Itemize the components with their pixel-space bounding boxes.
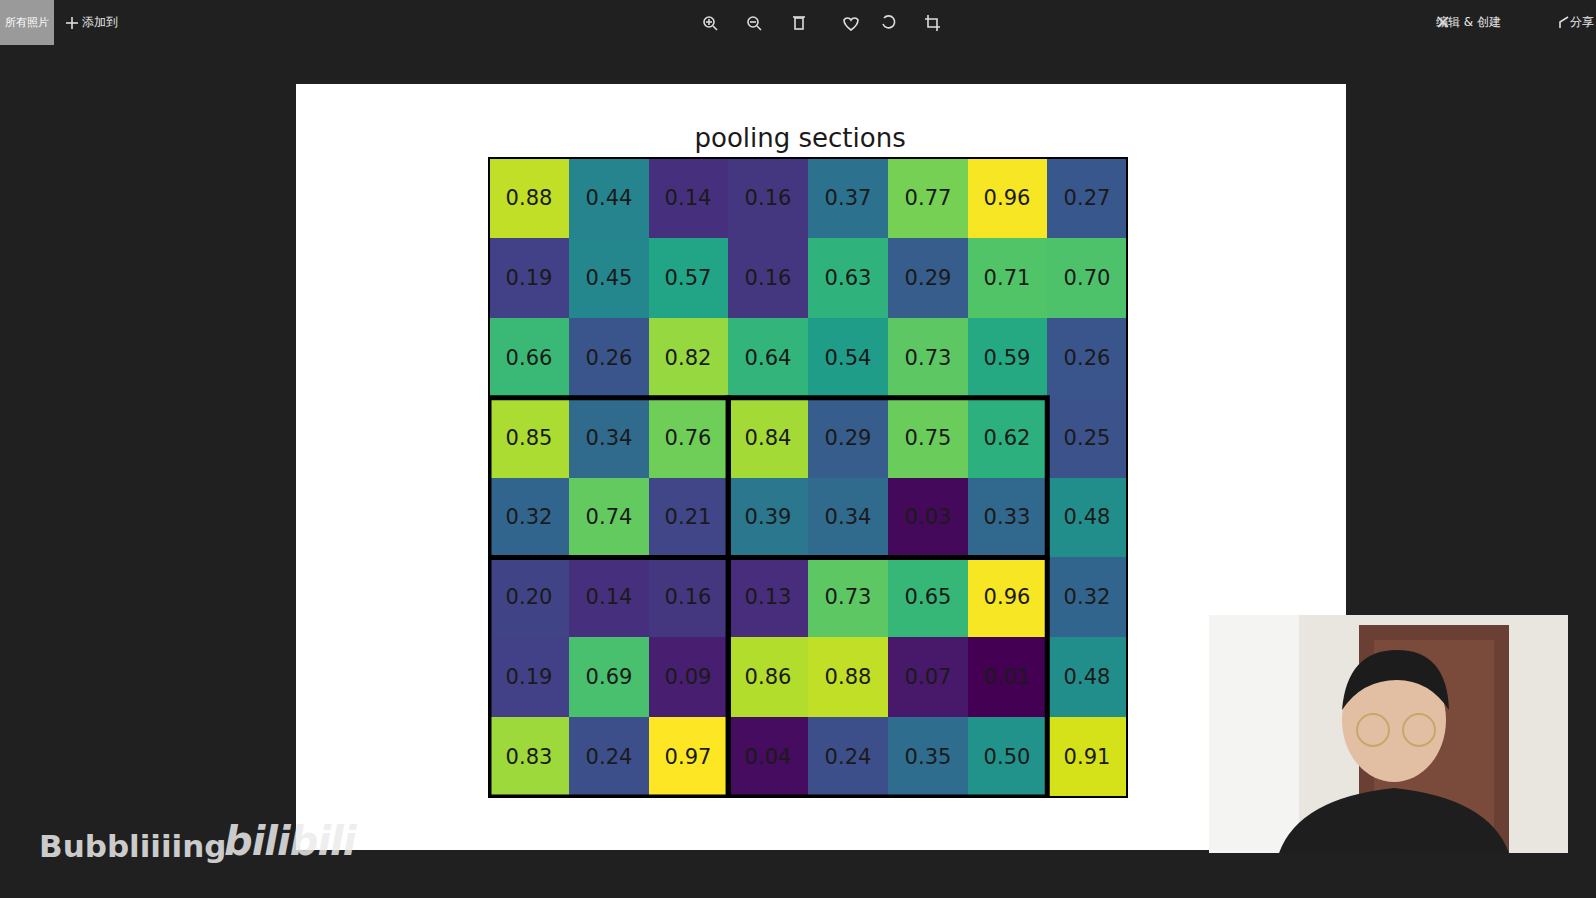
html-text:添加到: 添加到 bbox=[82, 15, 118, 29]
svg-text:0.85: 0.85 bbox=[506, 426, 553, 450]
svg-text:0.09: 0.09 bbox=[665, 665, 712, 689]
svg-text:0.54: 0.54 bbox=[825, 346, 872, 370]
svg-text:0.14: 0.14 bbox=[665, 186, 712, 210]
html-text:bilibili: bilibili bbox=[224, 818, 356, 864]
svg-text:0.73: 0.73 bbox=[825, 585, 872, 609]
svg-text:0.37: 0.37 bbox=[825, 186, 872, 210]
svg-text:0.34: 0.34 bbox=[586, 426, 633, 450]
svg-text:0.24: 0.24 bbox=[825, 745, 872, 769]
svg-text:0.01: 0.01 bbox=[984, 665, 1031, 689]
svg-text:0.63: 0.63 bbox=[825, 266, 872, 290]
html-text:编辑 & 创建: 编辑 & 创建 bbox=[1436, 15, 1501, 29]
svg-text:0.65: 0.65 bbox=[905, 585, 952, 609]
svg-text:0.29: 0.29 bbox=[825, 426, 872, 450]
svg-text:0.14: 0.14 bbox=[586, 585, 633, 609]
svg-text:0.04: 0.04 bbox=[745, 745, 792, 769]
svg-text:0.97: 0.97 bbox=[665, 745, 712, 769]
svg-text:0.16: 0.16 bbox=[745, 186, 792, 210]
svg-text:0.32: 0.32 bbox=[506, 505, 553, 529]
svg-text:0.50: 0.50 bbox=[984, 745, 1031, 769]
svg-text:0.96: 0.96 bbox=[984, 585, 1031, 609]
svg-text:0.62: 0.62 bbox=[984, 426, 1031, 450]
svg-text:0.26: 0.26 bbox=[586, 346, 633, 370]
svg-text:0.48: 0.48 bbox=[1064, 505, 1111, 529]
svg-text:0.74: 0.74 bbox=[586, 505, 633, 529]
svg-text:0.69: 0.69 bbox=[586, 665, 633, 689]
svg-text:0.59: 0.59 bbox=[984, 346, 1031, 370]
svg-text:0.66: 0.66 bbox=[506, 346, 553, 370]
svg-text:0.26: 0.26 bbox=[1064, 346, 1111, 370]
html-text:分享: 分享 bbox=[1570, 15, 1594, 29]
svg-text:0.48: 0.48 bbox=[1064, 665, 1111, 689]
svg-text:0.03: 0.03 bbox=[905, 505, 952, 529]
svg-text:pooling sections: pooling sections bbox=[694, 123, 905, 153]
svg-text:0.35: 0.35 bbox=[905, 745, 952, 769]
svg-text:0.25: 0.25 bbox=[1064, 426, 1111, 450]
svg-text:0.16: 0.16 bbox=[665, 585, 712, 609]
svg-text:0.32: 0.32 bbox=[1064, 585, 1111, 609]
svg-text:0.96: 0.96 bbox=[984, 186, 1031, 210]
svg-text:0.45: 0.45 bbox=[586, 266, 633, 290]
svg-text:0.82: 0.82 bbox=[665, 346, 712, 370]
svg-text:0.86: 0.86 bbox=[745, 665, 792, 689]
svg-text:0.16: 0.16 bbox=[745, 266, 792, 290]
svg-text:0.64: 0.64 bbox=[745, 346, 792, 370]
svg-text:0.83: 0.83 bbox=[506, 745, 553, 769]
svg-text:0.88: 0.88 bbox=[506, 186, 553, 210]
html-text:所有照片: 所有照片 bbox=[5, 16, 49, 29]
svg-text:0.29: 0.29 bbox=[905, 266, 952, 290]
svg-text:0.27: 0.27 bbox=[1064, 186, 1111, 210]
svg-text:0.70: 0.70 bbox=[1064, 266, 1111, 290]
svg-text:0.33: 0.33 bbox=[984, 505, 1031, 529]
svg-text:0.73: 0.73 bbox=[905, 346, 952, 370]
svg-text:0.57: 0.57 bbox=[665, 266, 712, 290]
svg-text:0.76: 0.76 bbox=[665, 426, 712, 450]
svg-text:0.21: 0.21 bbox=[665, 505, 712, 529]
svg-text:0.19: 0.19 bbox=[506, 266, 553, 290]
svg-text:0.20: 0.20 bbox=[506, 585, 553, 609]
svg-text:0.77: 0.77 bbox=[905, 186, 952, 210]
svg-text:0.71: 0.71 bbox=[984, 266, 1031, 290]
svg-text:0.24: 0.24 bbox=[586, 745, 633, 769]
svg-text:0.19: 0.19 bbox=[506, 665, 553, 689]
svg-text:0.44: 0.44 bbox=[586, 186, 633, 210]
svg-text:0.75: 0.75 bbox=[905, 426, 952, 450]
svg-text:0.34: 0.34 bbox=[825, 505, 872, 529]
svg-text:0.39: 0.39 bbox=[745, 505, 792, 529]
svg-text:0.84: 0.84 bbox=[745, 426, 792, 450]
html-text:Bubbliiiing: Bubbliiiing bbox=[39, 828, 227, 864]
svg-text:0.91: 0.91 bbox=[1064, 745, 1111, 769]
svg-text:0.13: 0.13 bbox=[745, 585, 792, 609]
svg-text:0.07: 0.07 bbox=[905, 665, 952, 689]
svg-text:0.88: 0.88 bbox=[825, 665, 872, 689]
